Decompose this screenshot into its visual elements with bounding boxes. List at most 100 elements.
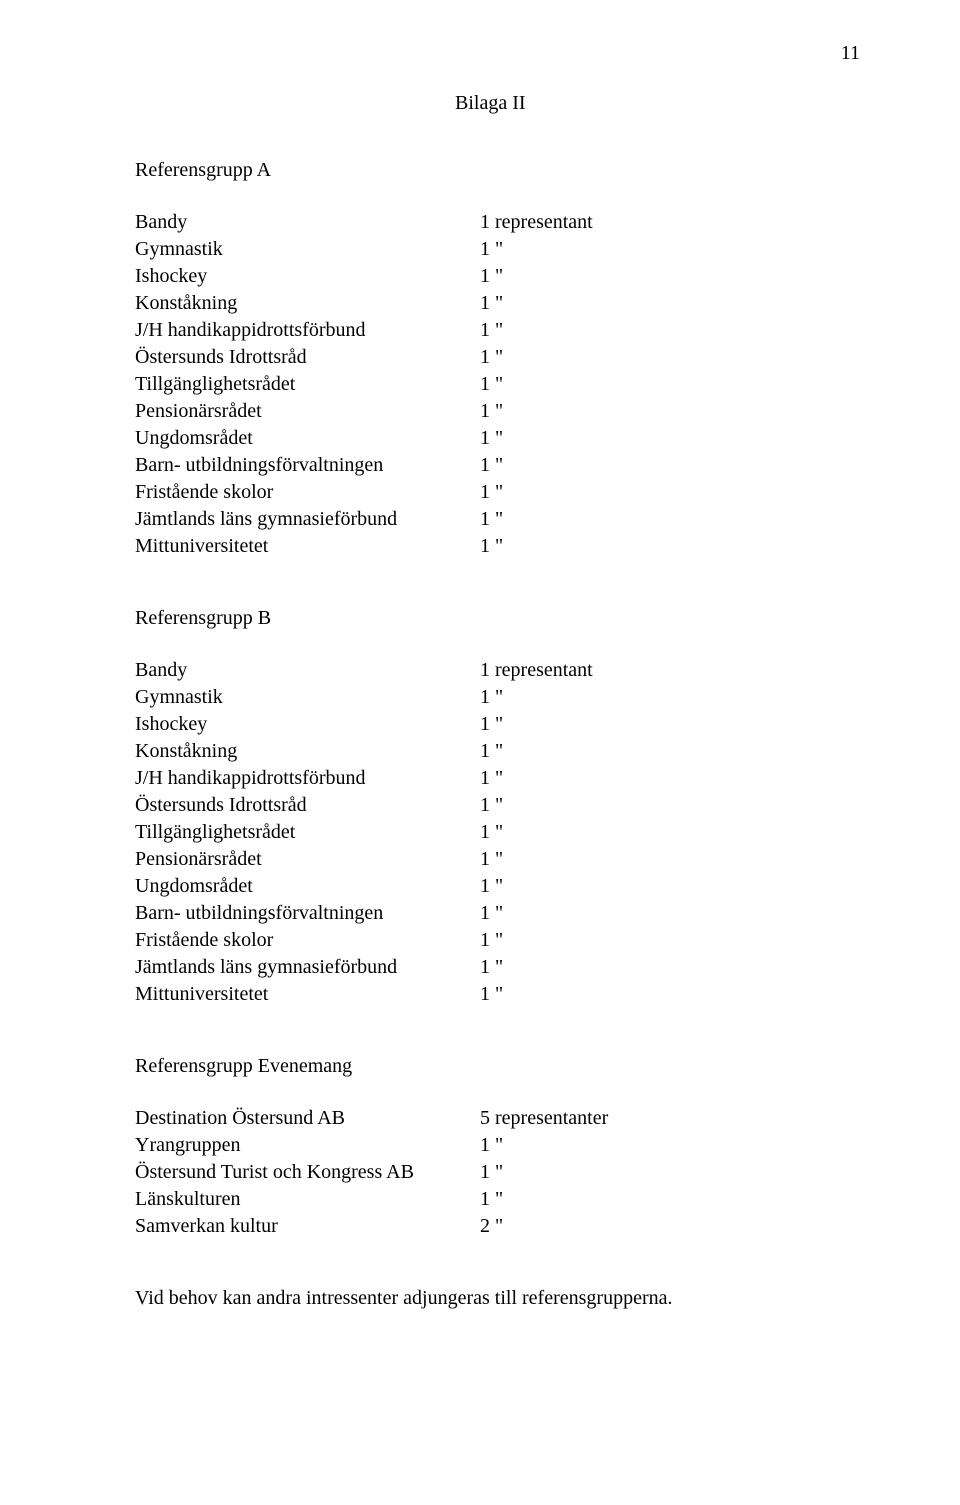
row-value: 1 " — [480, 371, 860, 398]
table-row: Östersunds Idrottsråd1 " — [135, 344, 860, 371]
table-row: Ishockey1 " — [135, 711, 860, 738]
row-label: Yrangruppen — [135, 1132, 480, 1159]
group-b-section: Referensgrupp B Bandy1 representantGymna… — [135, 605, 860, 1008]
table-row: Destination Östersund AB5 representanter — [135, 1105, 860, 1132]
row-label: Konståkning — [135, 290, 480, 317]
group-b-title: Referensgrupp B — [135, 605, 860, 632]
table-row: Bandy1 representant — [135, 657, 860, 684]
table-row: Jämtlands läns gymnasieförbund1 " — [135, 954, 860, 981]
page: 11 Bilaga II Referensgrupp A Bandy1 repr… — [0, 0, 960, 1505]
footnote: Vid behov kan andra intressenter adjunge… — [135, 1285, 860, 1312]
table-row: Jämtlands läns gymnasieförbund1 " — [135, 506, 860, 533]
table-row: Gymnastik1 " — [135, 684, 860, 711]
group-b-rows: Bandy1 representantGymnastik1 "Ishockey1… — [135, 657, 860, 1008]
table-row: Pensionärsrådet1 " — [135, 398, 860, 425]
group-ev-rows: Destination Östersund AB5 representanter… — [135, 1105, 860, 1240]
row-label: Bandy — [135, 657, 480, 684]
row-value: 1 " — [480, 1132, 860, 1159]
row-value: 1 " — [480, 711, 860, 738]
table-row: Mittuniversitetet1 " — [135, 981, 860, 1008]
row-value: 1 " — [480, 684, 860, 711]
row-label: Östersunds Idrottsråd — [135, 344, 480, 371]
row-label: Fristående skolor — [135, 479, 480, 506]
row-label: Barn- utbildningsförvaltningen — [135, 900, 480, 927]
table-row: Länskulturen1 " — [135, 1186, 860, 1213]
row-label: Destination Östersund AB — [135, 1105, 480, 1132]
table-row: Konståkning1 " — [135, 290, 860, 317]
group-a-section: Referensgrupp A Bandy1 representantGymna… — [135, 157, 860, 560]
row-label: Östersunds Idrottsråd — [135, 792, 480, 819]
row-label: Samverkan kultur — [135, 1213, 480, 1240]
row-value: 1 " — [480, 425, 860, 452]
row-label: Tillgänglighetsrådet — [135, 819, 480, 846]
table-row: Konståkning1 " — [135, 738, 860, 765]
row-label: Gymnastik — [135, 684, 480, 711]
table-row: Bandy1 representant — [135, 209, 860, 236]
row-value: 1 " — [480, 954, 860, 981]
row-value: 1 " — [480, 317, 860, 344]
row-label: Mittuniversitetet — [135, 533, 480, 560]
row-label: Fristående skolor — [135, 927, 480, 954]
row-label: Ishockey — [135, 711, 480, 738]
table-row: Barn- utbildningsförvaltningen1 " — [135, 900, 860, 927]
row-label: Östersund Turist och Kongress AB — [135, 1159, 480, 1186]
row-value: 1 " — [480, 398, 860, 425]
row-value: 1 " — [480, 452, 860, 479]
row-value: 1 " — [480, 846, 860, 873]
row-label: Jämtlands läns gymnasieförbund — [135, 954, 480, 981]
table-row: Fristående skolor1 " — [135, 479, 860, 506]
row-label: Mittuniversitetet — [135, 981, 480, 1008]
appendix-title: Bilaga II — [455, 90, 860, 117]
row-value: 1 representant — [480, 657, 860, 684]
table-row: Östersunds Idrottsråd1 " — [135, 792, 860, 819]
row-label: J/H handikappidrottsförbund — [135, 317, 480, 344]
table-row: Ishockey1 " — [135, 263, 860, 290]
row-label: Gymnastik — [135, 236, 480, 263]
table-row: Mittuniversitetet1 " — [135, 533, 860, 560]
table-row: Yrangruppen1 " — [135, 1132, 860, 1159]
row-label: Ungdomsrådet — [135, 873, 480, 900]
row-label: Jämtlands läns gymnasieförbund — [135, 506, 480, 533]
row-value: 1 " — [480, 290, 860, 317]
table-row: J/H handikappidrottsförbund1 " — [135, 765, 860, 792]
group-a-title: Referensgrupp A — [135, 157, 860, 184]
row-value: 1 " — [480, 1186, 860, 1213]
row-value: 2 " — [480, 1213, 860, 1240]
row-value: 5 representanter — [480, 1105, 860, 1132]
row-label: Tillgänglighetsrådet — [135, 371, 480, 398]
table-row: J/H handikappidrottsförbund1 " — [135, 317, 860, 344]
row-value: 1 " — [480, 738, 860, 765]
row-label: Barn- utbildningsförvaltningen — [135, 452, 480, 479]
table-row: Pensionärsrådet1 " — [135, 846, 860, 873]
row-label: Pensionärsrådet — [135, 846, 480, 873]
table-row: Barn- utbildningsförvaltningen1 " — [135, 452, 860, 479]
table-row: Gymnastik1 " — [135, 236, 860, 263]
row-label: Ishockey — [135, 263, 480, 290]
table-row: Ungdomsrådet1 " — [135, 873, 860, 900]
row-label: Bandy — [135, 209, 480, 236]
row-label: Konståkning — [135, 738, 480, 765]
row-value: 1 " — [480, 765, 860, 792]
table-row: Fristående skolor1 " — [135, 927, 860, 954]
table-row: Tillgänglighetsrådet1 " — [135, 819, 860, 846]
row-label: J/H handikappidrottsförbund — [135, 765, 480, 792]
row-value: 1 " — [480, 533, 860, 560]
group-a-rows: Bandy1 representantGymnastik1 "Ishockey1… — [135, 209, 860, 560]
row-label: Pensionärsrådet — [135, 398, 480, 425]
row-value: 1 " — [480, 236, 860, 263]
group-ev-title: Referensgrupp Evenemang — [135, 1053, 860, 1080]
row-label: Ungdomsrådet — [135, 425, 480, 452]
row-value: 1 " — [480, 927, 860, 954]
row-value: 1 " — [480, 1159, 860, 1186]
table-row: Östersund Turist och Kongress AB1 " — [135, 1159, 860, 1186]
row-value: 1 " — [480, 506, 860, 533]
page-number: 11 — [841, 40, 860, 67]
row-value: 1 " — [480, 819, 860, 846]
row-value: 1 " — [480, 981, 860, 1008]
row-value: 1 " — [480, 900, 860, 927]
group-ev-section: Referensgrupp Evenemang Destination Öste… — [135, 1053, 860, 1240]
row-value: 1 " — [480, 873, 860, 900]
table-row: Samverkan kultur2 " — [135, 1213, 860, 1240]
table-row: Tillgänglighetsrådet1 " — [135, 371, 860, 398]
row-value: 1 " — [480, 792, 860, 819]
